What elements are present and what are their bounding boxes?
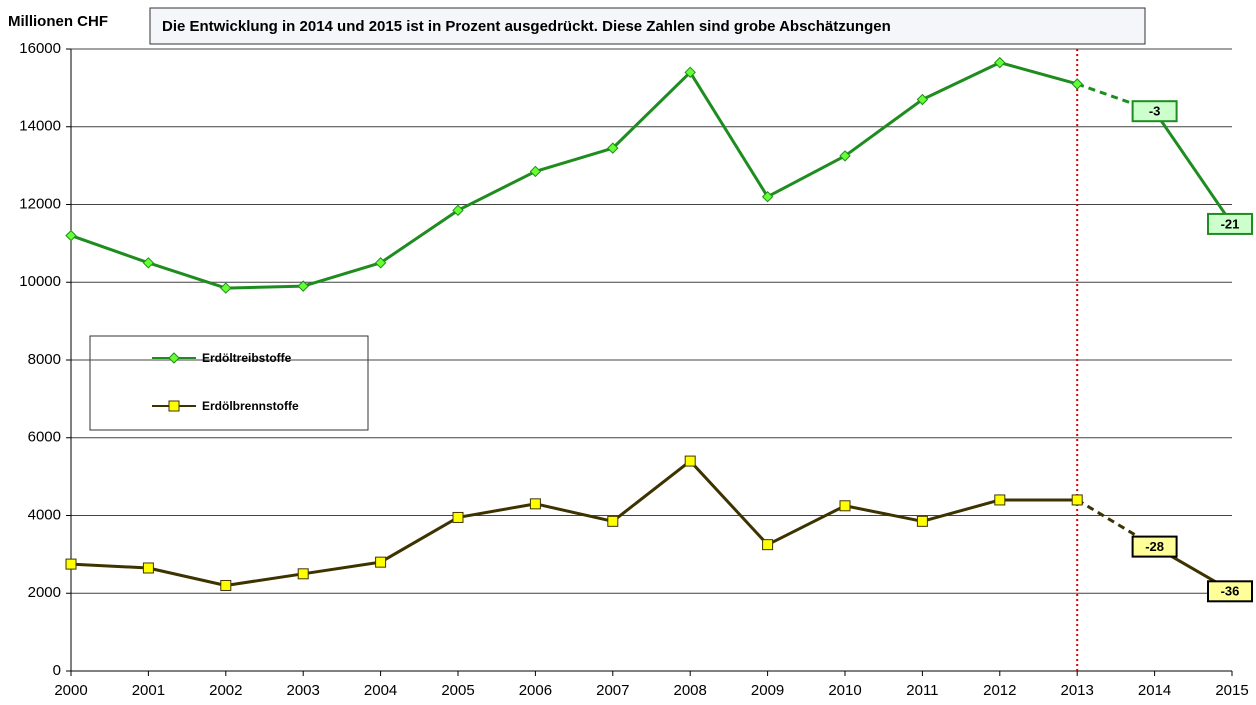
x-tick-label: 2004 xyxy=(364,682,397,699)
legend-label: Erdöltreibstoffe xyxy=(202,351,292,365)
line-segment xyxy=(302,261,382,288)
y-tick-label: 0 xyxy=(53,662,61,679)
line-segment xyxy=(379,209,459,265)
line-segment xyxy=(535,502,614,523)
legend-box xyxy=(89,335,369,431)
title-box xyxy=(149,7,1146,45)
marker xyxy=(761,191,774,203)
marker xyxy=(994,56,1006,69)
marker xyxy=(1071,78,1083,90)
line-segment xyxy=(457,170,537,212)
legend-label: Erdölbrennstoffe xyxy=(202,399,299,413)
x-tick-label: 2011 xyxy=(906,682,938,699)
change-label: -28 xyxy=(1145,539,1164,554)
y-tick-label: 2000 xyxy=(28,584,61,601)
change-label: -21 xyxy=(1221,216,1240,231)
marker xyxy=(1071,494,1083,506)
marker xyxy=(684,455,696,467)
x-tick-label: 2008 xyxy=(674,682,707,699)
marker xyxy=(916,93,929,106)
line-segment xyxy=(611,459,692,523)
x-tick-label: 2002 xyxy=(209,682,242,699)
x-tick-label: 2007 xyxy=(596,682,629,699)
marker xyxy=(220,579,232,591)
marker xyxy=(916,515,928,527)
line-segment xyxy=(921,61,1001,101)
marker xyxy=(375,556,387,568)
line-segment xyxy=(844,98,924,158)
x-tick-label: 2009 xyxy=(751,682,784,699)
x-tick-label: 2005 xyxy=(441,682,474,699)
line-segment xyxy=(766,504,846,546)
marker xyxy=(452,511,464,523)
line-segment xyxy=(379,516,459,564)
line-segment xyxy=(766,154,846,199)
change-label: -36 xyxy=(1221,584,1240,599)
marker xyxy=(529,165,542,178)
marker xyxy=(839,150,851,162)
marker xyxy=(374,257,387,269)
marker xyxy=(168,400,180,412)
line-segment xyxy=(844,504,923,523)
marker xyxy=(839,500,851,512)
y-tick-label: 16000 xyxy=(19,40,61,57)
x-tick-label: 2001 xyxy=(132,682,165,699)
marker xyxy=(65,558,77,570)
line-segment xyxy=(225,284,304,290)
marker xyxy=(607,142,619,154)
y-tick-label: 4000 xyxy=(28,506,61,523)
change-box xyxy=(1207,580,1253,603)
line-segment xyxy=(457,502,536,519)
line-segment xyxy=(70,234,149,265)
marker xyxy=(220,282,232,294)
x-tick-label: 2006 xyxy=(519,682,552,699)
y-axis-label: Millionen CHF xyxy=(8,13,108,30)
line-segment xyxy=(1153,110,1234,225)
line-segment xyxy=(999,61,1078,86)
line-segment xyxy=(611,71,692,150)
change-box xyxy=(1207,212,1253,235)
y-tick-label: 14000 xyxy=(19,118,61,135)
y-tick-label: 10000 xyxy=(19,273,61,290)
marker xyxy=(452,204,464,217)
x-tick-label: 2014 xyxy=(1138,682,1171,699)
line-segment xyxy=(534,146,614,173)
marker xyxy=(529,498,541,510)
change-box xyxy=(1131,535,1178,558)
y-tick-label: 8000 xyxy=(28,351,61,368)
x-tick-label: 2003 xyxy=(287,682,320,699)
y-tick-label: 12000 xyxy=(19,195,61,212)
marker xyxy=(684,66,696,79)
line-segment xyxy=(225,572,304,587)
line-segment xyxy=(148,566,227,587)
change-label: -3 xyxy=(1149,104,1161,119)
x-tick-label: 2010 xyxy=(828,682,861,699)
marker xyxy=(762,539,774,551)
marker xyxy=(142,562,154,574)
marker xyxy=(297,280,309,292)
marker xyxy=(297,568,309,580)
line-segment xyxy=(70,562,149,570)
marker xyxy=(65,229,77,242)
y-tick-label: 6000 xyxy=(28,429,61,446)
marker xyxy=(607,515,619,527)
line-segment xyxy=(302,560,381,576)
line-segment xyxy=(922,498,1001,523)
change-box xyxy=(1131,100,1178,123)
chart-title: Die Entwicklung in 2014 und 2015 ist in … xyxy=(162,18,891,35)
x-tick-label: 2015 xyxy=(1215,682,1248,699)
marker xyxy=(994,494,1006,506)
x-tick-label: 2012 xyxy=(983,682,1016,699)
line-segment xyxy=(689,460,769,546)
marker xyxy=(142,257,155,269)
line-segment xyxy=(1076,82,1156,113)
line-segment xyxy=(147,261,227,290)
x-tick-label: 2013 xyxy=(1061,682,1094,699)
line-segment xyxy=(688,71,769,198)
x-tick-label: 2000 xyxy=(54,682,87,699)
marker xyxy=(168,352,180,364)
